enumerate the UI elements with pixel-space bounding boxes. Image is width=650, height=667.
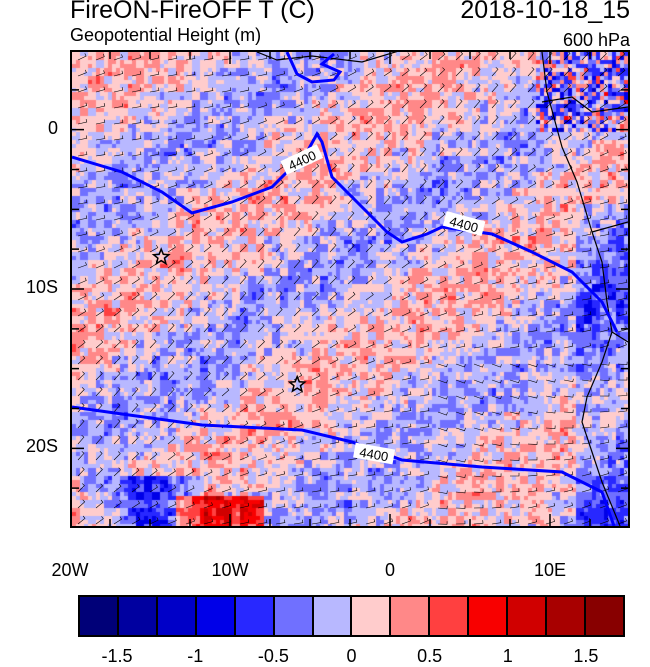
colorbar-label: 0.5 [417, 646, 443, 666]
lon-tick-label: 10W [211, 560, 249, 580]
plot-title: FireON-FireOFF T (C) [70, 0, 315, 24]
colorbar-swatch [274, 597, 314, 635]
colorbar-swatch [391, 597, 431, 635]
colorbar-label: 1.5 [573, 646, 599, 666]
contour-label: 4400 [280, 144, 324, 175]
geopotential-contour [72, 131, 619, 333]
colorbar-swatch [157, 597, 197, 635]
colorbar-swatch [469, 597, 509, 635]
lon-tick-label: 0 [384, 560, 396, 580]
colorbar-swatch [313, 597, 353, 635]
temperature-difference-field [72, 52, 628, 526]
colorbar-swatch [80, 597, 119, 635]
colorbar-swatch [352, 597, 392, 635]
plot-subtitle: Geopotential Height (m) [70, 25, 262, 45]
star-marker [287, 374, 307, 393]
axis-ticks [72, 52, 628, 526]
svg-text:4400: 4400 [448, 213, 480, 235]
colorbar-swatch [508, 597, 548, 635]
contour-label: 4400 [353, 442, 396, 465]
svg-text:4400: 4400 [286, 148, 319, 174]
colorbar-swatch [196, 597, 236, 635]
colorbar-label: 0 [346, 646, 357, 666]
colorbar-label: 1 [502, 646, 513, 666]
lat-tick-label: 20S [25, 436, 58, 457]
colorbar-swatch [235, 597, 275, 635]
colorbar-label: -1.5 [101, 646, 133, 666]
wind-barbs [77, 52, 628, 525]
lat-tick-label: 0 [47, 117, 58, 138]
colorbar [78, 595, 625, 637]
star-marker [151, 247, 171, 266]
colorbar-label: -0.5 [257, 646, 289, 666]
colorbar-swatch [118, 597, 158, 635]
geopotential-contour [285, 52, 343, 84]
coastline [256, 52, 628, 526]
map-overlay: 4400 4400 4400 [72, 52, 628, 526]
pressure-level: 600 hPa [562, 30, 630, 50]
colorbar-label: -1 [187, 646, 204, 666]
plot-date: 2018-10-18_15 [460, 0, 630, 24]
lon-tick-label: 20W [51, 560, 89, 580]
contour-label: 4400 [442, 211, 486, 236]
svg-text:4400: 4400 [358, 445, 389, 465]
lat-tick-label: 10S [25, 277, 58, 297]
colorbar-swatch [547, 597, 586, 635]
colorbar-swatch [585, 597, 623, 635]
map-plot: 4400 4400 4400 [70, 50, 630, 528]
lon-tick-label: 10E [533, 560, 567, 580]
colorbar-swatch [430, 597, 470, 635]
